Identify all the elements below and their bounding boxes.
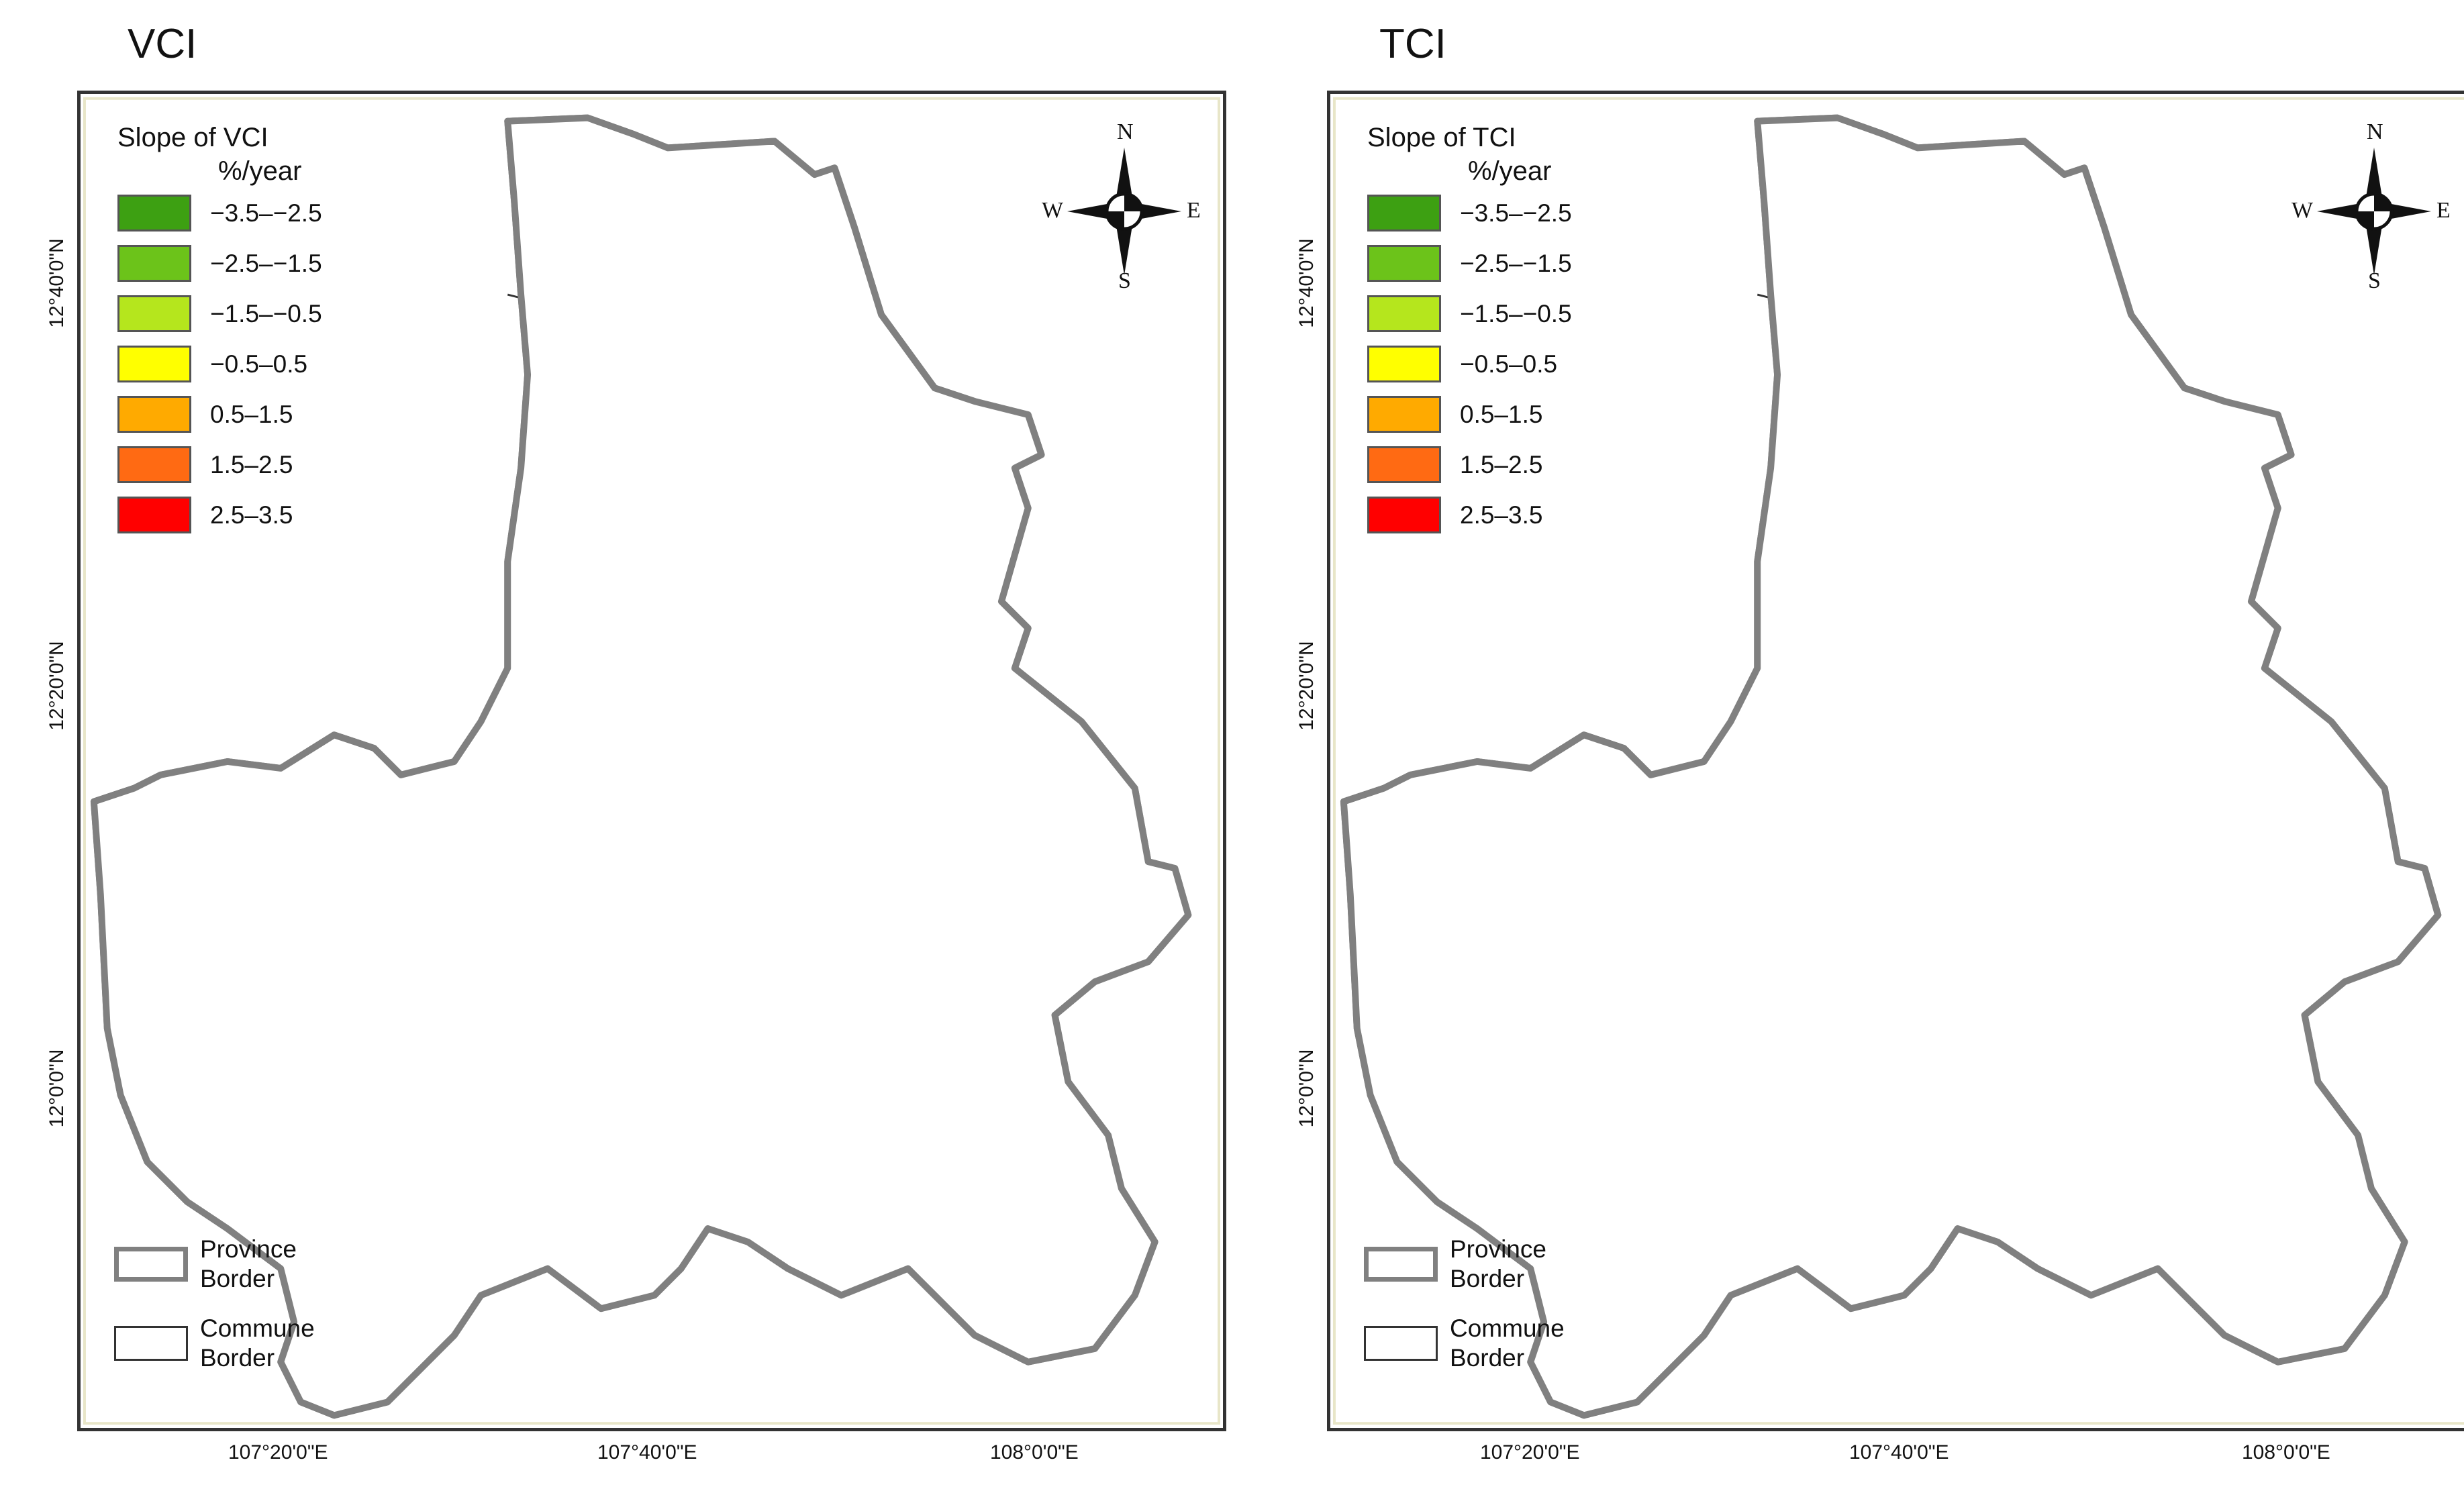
legend-title: Slope of VCI bbox=[117, 123, 268, 152]
compass-label-s: S bbox=[1118, 268, 1131, 293]
province-border-swatch bbox=[114, 1247, 188, 1282]
legend-label: −0.5–0.5 bbox=[210, 350, 308, 378]
legend-row: 1.5–2.5 bbox=[1367, 440, 1572, 490]
legend-row: 0.5–1.5 bbox=[117, 389, 322, 440]
vci-map-frame: Slope of VCI %/year −3.5–−2.5 −2.5–−1.5 −1… bbox=[77, 91, 1226, 1431]
legend-swatch bbox=[117, 245, 191, 282]
legend-swatch bbox=[117, 295, 191, 332]
legend-label: −1.5–−0.5 bbox=[210, 299, 322, 327]
legend-rows: −3.5–−2.5 −2.5–−1.5 −1.5–−0.5 −0.5–0.5 0.5–1… bbox=[117, 188, 322, 540]
tci-lon-label-107-20: 107°20'0"E bbox=[1480, 1441, 1580, 1463]
province-border-label: Province Border bbox=[1450, 1235, 1546, 1292]
legend-unit: %/year bbox=[1468, 156, 1552, 186]
tci-lat-label-12-40: 12°40'0"N bbox=[1295, 238, 1318, 328]
legend-swatch bbox=[117, 195, 191, 231]
legend-label: 0.5–1.5 bbox=[1460, 400, 1543, 428]
compass-label-e: E bbox=[2436, 198, 2451, 223]
legend-swatch bbox=[1367, 446, 1441, 483]
vci-lon-label-108-0: 108°0'0"E bbox=[990, 1441, 1079, 1463]
legend-label: −2.5–−1.5 bbox=[1460, 249, 1572, 277]
legend-label: −1.5–−0.5 bbox=[1460, 299, 1572, 327]
legend-label: −3.5–−2.5 bbox=[210, 199, 322, 227]
legend-row: −2.5–−1.5 bbox=[117, 238, 322, 289]
vci-lat-label-12-40: 12°40'0"N bbox=[46, 238, 68, 328]
legend-swatch bbox=[117, 446, 191, 483]
legend-swatch bbox=[117, 346, 191, 382]
compass-label-e: E bbox=[1187, 198, 1201, 223]
legend-label: 0.5–1.5 bbox=[210, 400, 293, 428]
commune-border-swatch bbox=[114, 1326, 188, 1361]
legend-row: 1.5–2.5 bbox=[117, 440, 322, 490]
legend-unit: %/year bbox=[218, 156, 302, 186]
inner-frame-line bbox=[1332, 97, 2464, 1425]
legend-row: 2.5–3.5 bbox=[1367, 490, 1572, 540]
legend-swatch bbox=[1367, 245, 1441, 282]
compass-label-s: S bbox=[2368, 268, 2381, 293]
legend-swatch bbox=[117, 396, 191, 433]
legend-label: −0.5–0.5 bbox=[1460, 350, 1558, 378]
vci-map bbox=[83, 97, 1221, 1425]
commune-border-legend-item: Commune Border bbox=[114, 1314, 315, 1373]
tci-map-frame: Slope of TCI %/year −3.5–−2.5 −2.5–−1.5 −1… bbox=[1327, 91, 2464, 1431]
legend-title: Slope of TCI bbox=[1367, 123, 1516, 152]
legend-row: −1.5–−0.5 bbox=[117, 289, 322, 339]
tci-lon-label-108-0: 108°0'0"E bbox=[2242, 1441, 2330, 1463]
inner-frame-line bbox=[83, 97, 1221, 1425]
border-legend: Province Border Commune Border bbox=[1364, 1235, 1565, 1373]
legend-label: 2.5–3.5 bbox=[1460, 501, 1543, 529]
legend-rows: −3.5–−2.5 −2.5–−1.5 −1.5–−0.5 −0.5–0.5 0.5–1… bbox=[1367, 188, 1572, 540]
legend-row: −1.5–−0.5 bbox=[1367, 289, 1572, 339]
legend-row: 0.5–1.5 bbox=[1367, 389, 1572, 440]
province-border-swatch bbox=[1364, 1247, 1438, 1282]
legend-label: 2.5–3.5 bbox=[210, 501, 293, 529]
legend-row: −0.5–0.5 bbox=[1367, 339, 1572, 389]
commune-border-swatch bbox=[1364, 1326, 1438, 1361]
legend-label: −2.5–−1.5 bbox=[210, 249, 322, 277]
legend-swatch bbox=[1367, 295, 1441, 332]
border-legend: Province Border Commune Border bbox=[114, 1235, 315, 1373]
vci-lat-label-12-0: 12°0'0"N bbox=[46, 1049, 68, 1128]
legend-row: 2.5–3.5 bbox=[117, 490, 322, 540]
legend-swatch bbox=[1367, 396, 1441, 433]
compass-icon bbox=[1067, 148, 1181, 275]
vci-panel-title: VCI bbox=[128, 21, 197, 67]
tci-panel-title: TCI bbox=[1379, 21, 1446, 67]
legend-swatch bbox=[1367, 497, 1441, 533]
tci-legend: Slope of TCI %/year −3.5–−2.5 −2.5–−1.5 −1… bbox=[1367, 121, 1572, 540]
compass-rose: N S W E bbox=[1042, 119, 1201, 295]
province-border-label: Province Border bbox=[200, 1235, 297, 1292]
vci-lon-label-107-40: 107°40'0"E bbox=[597, 1441, 697, 1463]
legend-row: −0.5–0.5 bbox=[117, 339, 322, 389]
legend-swatch bbox=[117, 497, 191, 533]
commune-border-legend-item: Commune Border bbox=[1364, 1314, 1565, 1373]
vci-lon-label-107-20: 107°20'0"E bbox=[228, 1441, 328, 1463]
legend-label: 1.5–2.5 bbox=[1460, 450, 1543, 478]
legend-row: −3.5–−2.5 bbox=[117, 188, 322, 238]
tci-lon-label-107-40: 107°40'0"E bbox=[1849, 1441, 1949, 1463]
legend-swatch bbox=[1367, 346, 1441, 382]
compass-label-w: W bbox=[1042, 198, 1064, 223]
compass-icon bbox=[2317, 148, 2431, 275]
legend-label: 1.5–2.5 bbox=[210, 450, 293, 478]
legend-swatch bbox=[1367, 195, 1441, 231]
province-border-legend-item: Province Border bbox=[1364, 1235, 1565, 1294]
compass-label-n: N bbox=[1117, 119, 1134, 144]
tci-lat-label-12-0: 12°0'0"N bbox=[1295, 1049, 1318, 1128]
province-border-legend-item: Province Border bbox=[114, 1235, 315, 1294]
commune-border-label: Commune Border bbox=[200, 1315, 315, 1372]
vci-legend: Slope of VCI %/year −3.5–−2.5 −2.5–−1.5 −1… bbox=[117, 121, 322, 540]
legend-row: −3.5–−2.5 bbox=[1367, 188, 1572, 238]
tci-lat-label-12-20: 12°20'0"N bbox=[1295, 641, 1318, 731]
legend-row: −2.5–−1.5 bbox=[1367, 238, 1572, 289]
compass-label-w: W bbox=[2291, 198, 2314, 223]
commune-border-label: Commune Border bbox=[1450, 1315, 1565, 1372]
compass-label-n: N bbox=[2367, 119, 2383, 144]
legend-label: −3.5–−2.5 bbox=[1460, 199, 1572, 227]
vci-lat-label-12-20: 12°20'0"N bbox=[46, 641, 68, 731]
compass-rose: N S W E bbox=[2291, 119, 2451, 295]
tci-map bbox=[1332, 97, 2464, 1425]
